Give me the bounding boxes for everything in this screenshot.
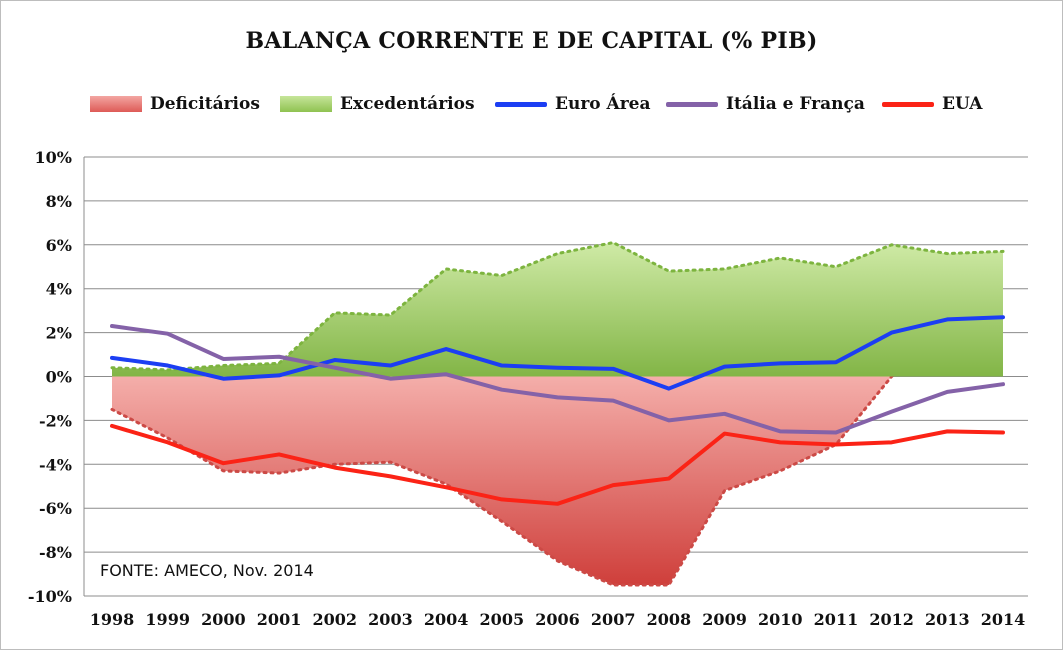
y-tick-label: -6% — [39, 499, 72, 518]
x-tick-label: 2012 — [869, 610, 914, 629]
area-layer — [110, 241, 1005, 587]
x-tick-label: 2008 — [647, 610, 692, 629]
legend-label-eua: EUA — [942, 94, 983, 114]
area-excedentarios-outline — [110, 241, 1005, 372]
legend-item-deficitarios: Deficitários — [90, 92, 260, 116]
y-tick-label: 2% — [46, 324, 72, 343]
x-tick-label: 2009 — [702, 610, 747, 629]
y-tick-label: 10% — [35, 148, 72, 167]
legend-item-italia-franca: Itália e França — [666, 92, 865, 116]
x-tick-label: 2010 — [758, 610, 803, 629]
y-tick-label: -10% — [28, 587, 72, 606]
x-tick-label: 2004 — [424, 610, 469, 629]
legend-item-euro-area: Euro Área — [495, 92, 651, 116]
legend-swatch-eua — [882, 101, 934, 107]
x-tick-label: 2007 — [591, 610, 636, 629]
line-layer — [110, 315, 1005, 506]
y-tick-label: -8% — [39, 543, 72, 562]
legend-swatch-italia-franca — [666, 101, 718, 107]
x-tick-label: 2002 — [312, 610, 357, 629]
y-tick-label: 0% — [46, 368, 72, 387]
x-tick-label: 2011 — [814, 610, 859, 629]
x-tick-label: 2013 — [925, 610, 970, 629]
x-tick-label: 1999 — [145, 610, 190, 629]
x-tick-label: 2003 — [368, 610, 413, 629]
area-excedentarios — [112, 242, 1003, 377]
x-tick-label: 2006 — [535, 610, 580, 629]
y-tick-label: -4% — [39, 455, 72, 474]
x-tick-label: 2000 — [201, 610, 246, 629]
legend-label-euro-area: Euro Área — [555, 94, 651, 114]
legend-label-excedentarios: Excedentários — [340, 94, 475, 114]
y-tick-label: 6% — [46, 236, 72, 255]
line-euro-area — [110, 315, 1005, 391]
x-tick-label: 2014 — [981, 610, 1026, 629]
legend-label-italia-franca: Itália e França — [726, 94, 865, 114]
y-tick-label: 4% — [46, 280, 72, 299]
x-tick-label: 2005 — [480, 610, 525, 629]
x-tick-label: 2001 — [257, 610, 302, 629]
y-tick-label: 8% — [46, 192, 72, 211]
x-tick-label: 1998 — [90, 610, 135, 629]
legend-item-excedentarios: Excedentários — [280, 92, 475, 116]
legend-swatch-excedentarios — [280, 96, 332, 112]
area-deficitarios-outline — [110, 326, 1005, 587]
chart-title: BALANÇA CORRENTE E DE CAPITAL (% PIB) — [245, 28, 818, 54]
y-axis: 10% 8% 6% 4% 2% 0% -2% -4% -6% -8% -10% — [28, 148, 72, 606]
y-tick-label: -2% — [39, 411, 72, 430]
legend-swatch-deficitarios — [90, 96, 142, 112]
legend-label-deficitarios: Deficitários — [150, 94, 260, 114]
line-eua — [110, 423, 1005, 506]
legend: Deficitários Excedentários Euro Área Itá… — [0, 92, 1063, 116]
line-italia-franca — [110, 324, 1005, 435]
x-axis: 1998 1999 2000 2001 2002 2003 2004 2005 2006 2007… — [90, 610, 1026, 629]
legend-item-eua: EUA — [882, 92, 982, 116]
source-note: FONTE: AMECO, Nov. 2014 — [100, 561, 314, 580]
area-deficitarios — [112, 376, 892, 586]
legend-swatch-euro-area — [495, 101, 547, 107]
